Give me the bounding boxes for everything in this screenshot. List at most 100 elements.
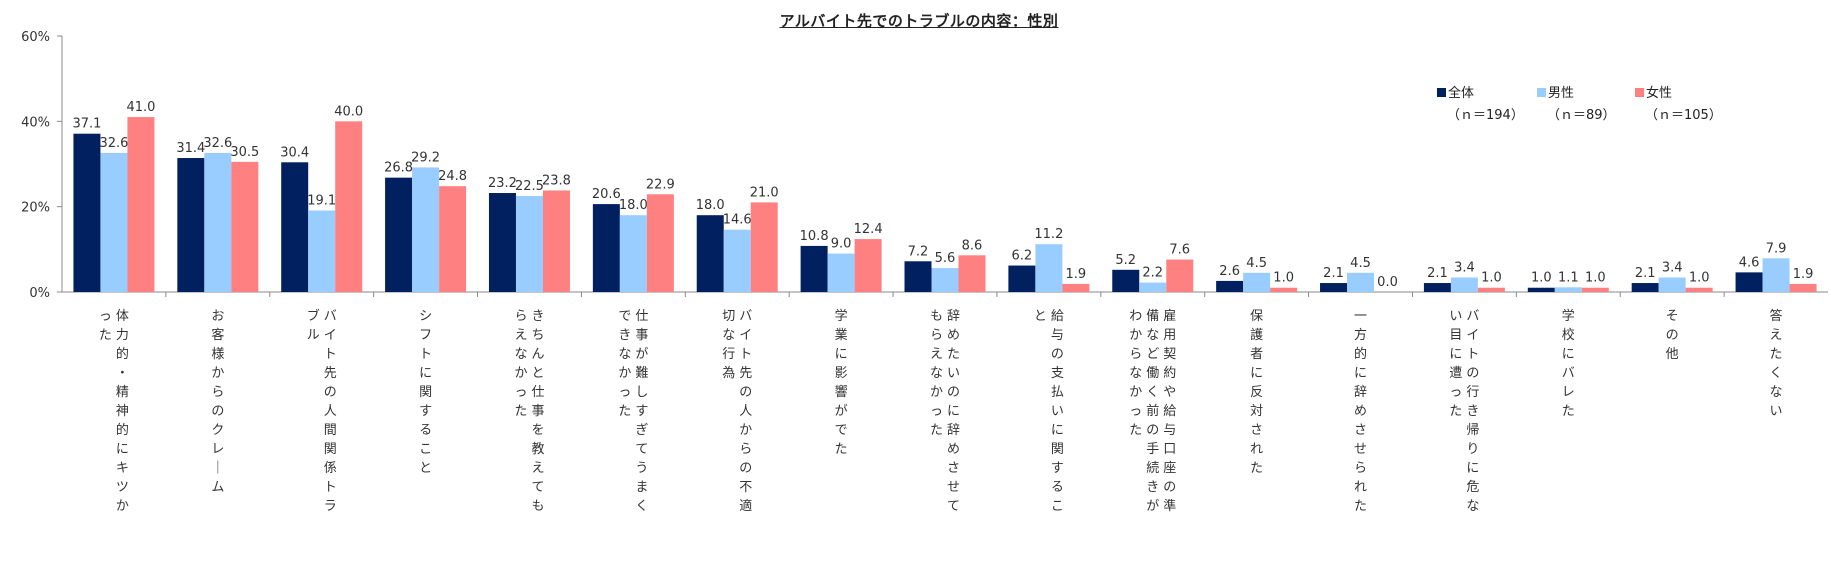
category-label-char: 行 bbox=[1466, 385, 1479, 400]
category-label-char: 対 bbox=[1250, 404, 1263, 419]
category-label-char: 目 bbox=[1449, 328, 1462, 343]
category-label-char: め bbox=[1354, 404, 1367, 419]
category-label-char: 給 bbox=[1051, 309, 1064, 324]
category-label-char: キ bbox=[116, 461, 129, 476]
data-label: 4.5 bbox=[1350, 256, 1371, 271]
bar bbox=[1166, 259, 1194, 292]
category-label-char: ら bbox=[930, 328, 943, 343]
category-label-char: 先 bbox=[739, 366, 752, 381]
category-label-char: シ bbox=[419, 309, 432, 324]
data-label: 23.2 bbox=[488, 176, 517, 191]
category-label-char: 仕 bbox=[531, 385, 544, 400]
category-label-char: た bbox=[835, 442, 848, 457]
bar bbox=[308, 210, 336, 292]
category-label-char: れ bbox=[1354, 480, 1367, 495]
category-label-char: 影 bbox=[835, 366, 848, 381]
category-label-char: レ bbox=[211, 442, 224, 457]
bar bbox=[1347, 272, 1375, 292]
category-label-char: に bbox=[1354, 366, 1367, 381]
category-label-char: く bbox=[635, 499, 648, 514]
category-label-char: 働 bbox=[1146, 366, 1159, 381]
data-label: 30.5 bbox=[230, 145, 259, 160]
category-label-char: き bbox=[618, 328, 631, 343]
category-label-char: 事 bbox=[531, 404, 544, 419]
category-label-char: に bbox=[419, 366, 432, 381]
category-label-char: ラ bbox=[324, 499, 337, 514]
category-label-char: ブ bbox=[307, 308, 320, 324]
bar bbox=[1735, 272, 1763, 292]
category-label-char: イ bbox=[324, 328, 337, 343]
bar bbox=[1139, 282, 1167, 292]
category-label-char: の bbox=[1466, 366, 1479, 381]
legend-swatch-male bbox=[1537, 88, 1546, 97]
bar bbox=[1062, 283, 1090, 292]
category-label-char: 備 bbox=[1146, 308, 1159, 324]
data-label: 37.1 bbox=[72, 117, 101, 132]
category-label-char: が bbox=[635, 347, 648, 362]
bar bbox=[723, 229, 751, 292]
data-label: 2.1 bbox=[1635, 266, 1656, 281]
category-label-char: 事 bbox=[635, 328, 648, 343]
data-label: 2.2 bbox=[1142, 266, 1163, 281]
category-label-char: 先 bbox=[324, 366, 337, 381]
category-label-char: を bbox=[531, 423, 544, 438]
data-label: 10.8 bbox=[800, 229, 829, 244]
bar bbox=[1270, 287, 1298, 292]
bar bbox=[1554, 287, 1582, 292]
data-label: 1.9 bbox=[1793, 267, 1814, 282]
data-label: 5.6 bbox=[935, 251, 956, 266]
data-label: 41.0 bbox=[126, 100, 155, 115]
data-label: 2.1 bbox=[1427, 266, 1448, 281]
category-label-char: ツ bbox=[116, 480, 129, 495]
bar bbox=[696, 215, 724, 292]
category-label-char: 為 bbox=[722, 365, 735, 381]
category-label-char: た bbox=[1449, 404, 1462, 419]
category-label-char: 関 bbox=[419, 385, 432, 400]
bar bbox=[1631, 283, 1659, 292]
bar bbox=[1685, 287, 1713, 292]
bar bbox=[542, 190, 570, 292]
category-label-char: 学 bbox=[835, 308, 848, 324]
category-label-char: バ bbox=[1562, 366, 1575, 381]
category-label-char: ら bbox=[1354, 461, 1367, 476]
bar bbox=[646, 194, 674, 292]
bar bbox=[1789, 283, 1817, 292]
data-label: 1.1 bbox=[1558, 270, 1579, 285]
data-label: 3.4 bbox=[1662, 260, 1683, 275]
bar bbox=[73, 133, 101, 292]
category-label-char: ん bbox=[531, 347, 544, 362]
data-label: 1.0 bbox=[1273, 271, 1294, 286]
bar bbox=[1243, 272, 1271, 292]
category-label-char: 危 bbox=[1466, 480, 1479, 495]
category-label-char: た bbox=[99, 328, 112, 343]
category-label-char: た bbox=[947, 347, 960, 362]
category-label-char: わ bbox=[1129, 309, 1142, 324]
category-label-char: か bbox=[618, 366, 631, 381]
bar bbox=[931, 268, 959, 292]
bar bbox=[1216, 280, 1244, 292]
category-label-char: で bbox=[835, 423, 848, 438]
data-label: 18.0 bbox=[696, 198, 725, 213]
category-label-char: め bbox=[947, 442, 960, 457]
category-label-char: ら bbox=[211, 385, 224, 400]
category-label-char: な bbox=[1129, 366, 1142, 381]
bar bbox=[1527, 287, 1555, 292]
y-tick-label: 0% bbox=[29, 286, 50, 301]
category-label-char: か bbox=[211, 366, 224, 381]
category-label-char: そ bbox=[1666, 309, 1679, 324]
data-label: 1.0 bbox=[1481, 271, 1502, 286]
category-label-char: 響 bbox=[835, 384, 848, 400]
category-label-char: く bbox=[1770, 366, 1783, 381]
legend-n-male: （ｎ＝89） bbox=[1547, 108, 1616, 123]
category-label-char: た bbox=[514, 404, 527, 419]
bar bbox=[1423, 283, 1451, 292]
category-label-char: 手 bbox=[1146, 442, 1159, 457]
category-label-char: お bbox=[211, 309, 224, 324]
chart-title: アルバイト先でのトラブルの内容：性別 bbox=[779, 12, 1059, 30]
category-label-char: 業 bbox=[835, 327, 848, 343]
data-label: 7.6 bbox=[1169, 243, 1190, 258]
category-label-char: る bbox=[1051, 480, 1064, 495]
category-label-char: え bbox=[514, 328, 527, 343]
bar bbox=[1450, 277, 1478, 292]
category-label-char: っ bbox=[930, 404, 943, 419]
